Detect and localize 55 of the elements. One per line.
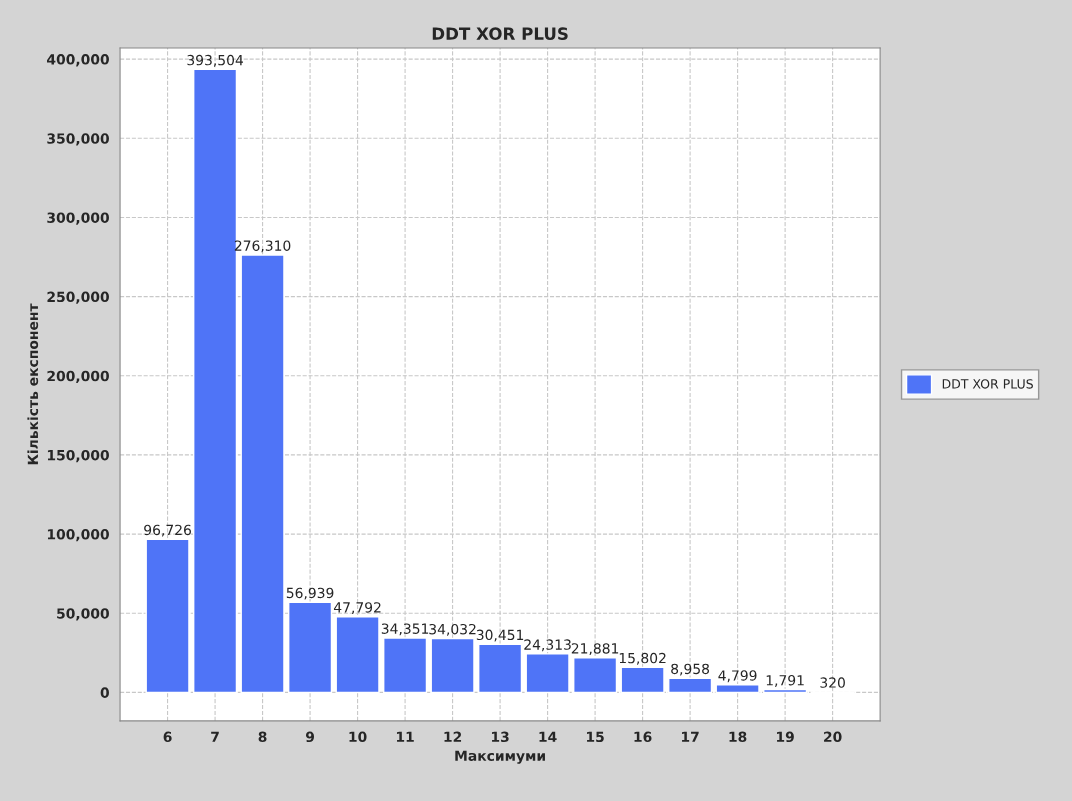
y-tick-label: 350,000: [47, 133, 109, 146]
bar: [288, 601, 333, 694]
data-label: 4,799: [718, 670, 757, 683]
x-tick-label: 20: [824, 731, 842, 743]
x-tick-label: 16: [634, 731, 652, 743]
y-tick-label: 200,000: [47, 370, 109, 384]
x-tick-label: 13: [491, 731, 509, 743]
y-tick-label: 150,000: [47, 449, 109, 463]
x-tick-label: 7: [211, 731, 219, 742]
data-label: 96,726: [144, 524, 191, 537]
y-axis-title: Кількість експонент: [27, 303, 39, 465]
bar: [525, 653, 570, 694]
data-label: 34,351: [381, 623, 429, 636]
x-tick-label: 14: [539, 731, 557, 742]
bar: [430, 637, 475, 694]
bar: [763, 688, 808, 694]
y-tick-label: 50,000: [57, 608, 109, 621]
data-label: 15,802: [619, 652, 666, 665]
x-tick-label: 6: [163, 731, 172, 743]
data-label: 47,792: [333, 602, 381, 615]
bar: [573, 657, 618, 694]
bar: [715, 684, 760, 694]
legend-label: DDT XOR PLUS: [942, 379, 1033, 389]
x-tick-label: 10: [349, 731, 367, 743]
bar: [383, 637, 428, 694]
bar: [335, 616, 380, 694]
bar: [240, 254, 285, 694]
data-label: 21,881: [571, 643, 619, 656]
data-label: 1,791: [766, 674, 804, 687]
x-tick-label: 15: [587, 731, 604, 743]
x-tick-label: 17: [682, 731, 699, 742]
chart-title: DDT XOR PLUS: [432, 27, 568, 40]
x-tick-label: 11: [396, 731, 414, 742]
y-tick-label: 100,000: [47, 529, 109, 542]
x-axis-title: Максимуми: [455, 750, 545, 764]
y-tick-label: 300,000: [47, 212, 109, 225]
data-label: 24,313: [524, 639, 571, 652]
y-tick-label: 400,000: [47, 54, 109, 67]
bar: [145, 538, 190, 694]
data-label: 320: [820, 677, 845, 688]
data-label: 34,032: [429, 623, 476, 636]
data-label: 8,958: [671, 663, 710, 676]
y-tick-label: 0: [100, 687, 109, 698]
x-tick-label: 19: [777, 731, 794, 743]
bar: [620, 666, 665, 694]
data-label: 393,504: [187, 54, 244, 67]
bar: [668, 677, 713, 694]
x-tick-label: 12: [444, 731, 462, 742]
x-tick-label: 18: [729, 731, 747, 743]
y-tick-label: 250,000: [47, 291, 109, 304]
data-label: 56,939: [286, 587, 334, 600]
bar: [478, 643, 523, 694]
x-tick-label: 8: [258, 731, 267, 743]
x-tick-label: 9: [305, 731, 315, 743]
data-label: 30,451: [476, 629, 524, 642]
